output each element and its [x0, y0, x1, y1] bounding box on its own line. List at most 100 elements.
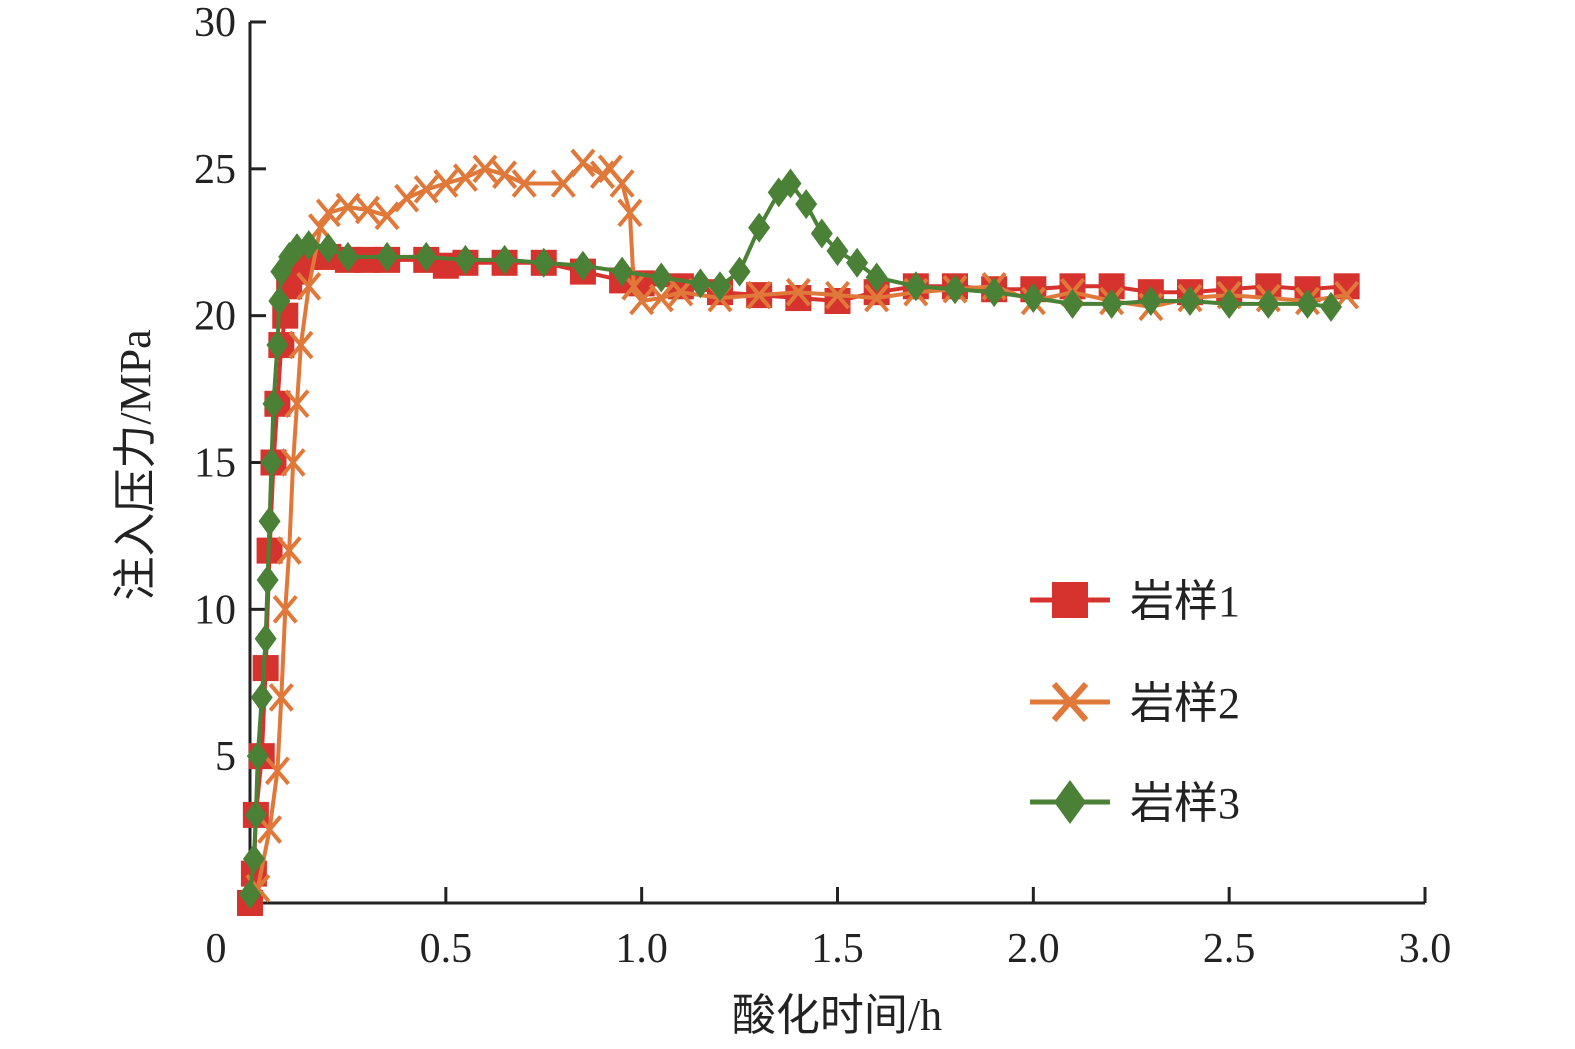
- data-point-x: [315, 198, 341, 228]
- legend-label-3: 岩样3: [1130, 779, 1240, 828]
- data-point-diamond: [493, 244, 516, 275]
- data-point-diamond: [1320, 291, 1342, 322]
- data-point-diamond: [336, 241, 359, 272]
- data-point-diamond: [611, 256, 634, 287]
- data-point-x: [264, 756, 290, 786]
- data-point-x: [354, 195, 381, 225]
- legend-diamond-marker: [1054, 780, 1086, 824]
- y-tick-label: 30: [194, 0, 236, 46]
- data-point-diamond: [260, 447, 283, 478]
- data-point-diamond: [254, 623, 277, 654]
- data-point-diamond: [748, 212, 771, 243]
- legend: 岩样1 岩样2 岩样3: [1030, 577, 1240, 828]
- data-point-diamond: [246, 741, 269, 772]
- legend-item-2: 岩样2: [1030, 679, 1240, 728]
- data-point-x: [394, 183, 420, 213]
- x-ticks: 0 0.5 1.0 1.5 2.0 2.5 3.0: [206, 887, 1451, 972]
- data-point-diamond: [1179, 285, 1201, 316]
- data-point-diamond: [415, 241, 438, 272]
- data-point-diamond: [846, 247, 869, 278]
- x-tick-label: 2.5: [1203, 926, 1256, 972]
- data-point-diamond: [317, 233, 340, 264]
- data-point-x: [452, 163, 478, 192]
- data-point-diamond: [865, 262, 888, 293]
- data-point-diamond: [1100, 288, 1123, 319]
- data-point-diamond: [244, 799, 267, 830]
- data-point-x: [296, 272, 322, 301]
- data-point-x: [433, 169, 459, 198]
- data-point-diamond: [728, 256, 751, 287]
- data-point-diamond: [1296, 288, 1319, 319]
- data-point-diamond: [983, 277, 1006, 308]
- data-point-x: [268, 683, 294, 712]
- x-tick-label: 0.5: [420, 926, 473, 972]
- series-3: [239, 168, 1342, 910]
- data-point-x: [648, 283, 674, 313]
- data-point-diamond: [1061, 288, 1084, 319]
- data-point-diamond: [795, 189, 818, 220]
- data-point-x: [413, 175, 439, 204]
- x-tick-label: 2.0: [1007, 926, 1060, 972]
- data-point-x: [609, 169, 635, 198]
- data-point-x: [276, 536, 302, 565]
- data-point-diamond: [810, 218, 833, 249]
- data-point-x: [511, 169, 537, 198]
- x-axis-title: 酸化时间/h: [732, 991, 942, 1040]
- data-point-x: [284, 389, 310, 419]
- data-point-diamond: [250, 682, 273, 713]
- data-point-diamond: [454, 244, 477, 275]
- data-point-diamond: [904, 271, 927, 302]
- data-point-x: [492, 160, 518, 189]
- data-point-diamond: [779, 168, 802, 199]
- y-tick-label: 10: [194, 587, 236, 633]
- legend-item-1: 岩样1: [1030, 577, 1240, 626]
- y-tick-label: 15: [194, 441, 236, 487]
- data-point-x: [864, 283, 890, 313]
- data-point-diamond: [262, 388, 285, 419]
- data-point-diamond: [297, 230, 320, 261]
- x-tick-label: 1.5: [811, 926, 864, 972]
- x-tick-label: 0: [206, 926, 227, 972]
- x-tick-label: 1.0: [615, 926, 668, 972]
- legend-square-marker: [1052, 582, 1088, 618]
- y-tick-label: 25: [194, 147, 236, 193]
- legend-label-2: 岩样2: [1130, 679, 1240, 728]
- y-axis-title: 注入压力/MPa: [111, 329, 160, 600]
- legend-x-marker: [1051, 682, 1089, 722]
- data-point-square: [785, 285, 812, 312]
- data-point-diamond: [266, 330, 289, 361]
- data-point-x: [280, 448, 306, 477]
- data-point-diamond: [239, 879, 261, 910]
- data-point-diamond: [944, 274, 966, 305]
- data-point-diamond: [650, 262, 673, 293]
- data-point-diamond: [689, 268, 712, 299]
- data-point-x: [288, 330, 314, 360]
- data-point-diamond: [376, 241, 399, 272]
- legend-item-3: 岩样3: [1030, 779, 1240, 828]
- data-point-x: [472, 154, 498, 184]
- data-point-x: [272, 595, 298, 624]
- data-point-x: [785, 277, 811, 307]
- y-ticks: 5 10 15 20 25 30: [194, 0, 266, 780]
- data-point-x: [746, 280, 772, 310]
- plot-area: [248, 22, 1425, 905]
- data-point-diamond: [826, 236, 849, 267]
- data-point-diamond: [258, 506, 281, 537]
- y-tick-label: 5: [215, 734, 236, 780]
- data-point-x: [824, 280, 851, 310]
- data-point-diamond: [1022, 283, 1045, 314]
- data-point-square: [824, 287, 851, 314]
- y-tick-label: 20: [194, 294, 236, 340]
- data-point-diamond: [256, 564, 279, 595]
- data-point-x: [617, 198, 643, 228]
- data-point-diamond: [1218, 288, 1241, 319]
- series-layer: [237, 148, 1360, 916]
- data-point-diamond: [571, 250, 594, 281]
- data-point-diamond: [709, 271, 731, 302]
- data-point-diamond: [532, 247, 555, 278]
- data-point-x: [374, 201, 400, 231]
- data-point-diamond: [1139, 285, 1162, 316]
- data-point-diamond: [1257, 288, 1280, 319]
- data-point-x: [570, 148, 596, 178]
